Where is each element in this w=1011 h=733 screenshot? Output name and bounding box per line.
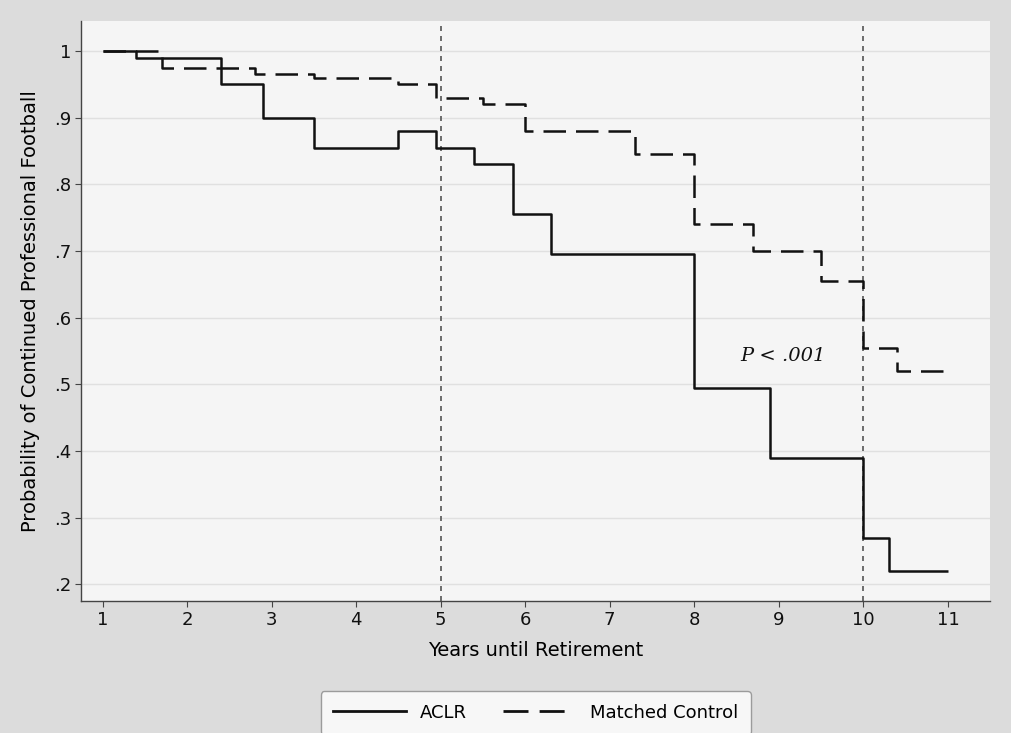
Legend: ACLR, Matched Control: ACLR, Matched Control: [320, 691, 751, 733]
Text: P < .001: P < .001: [741, 347, 826, 365]
X-axis label: Years until Retirement: Years until Retirement: [428, 641, 643, 660]
Y-axis label: Probability of Continued Professional Football: Probability of Continued Professional Fo…: [21, 90, 39, 532]
